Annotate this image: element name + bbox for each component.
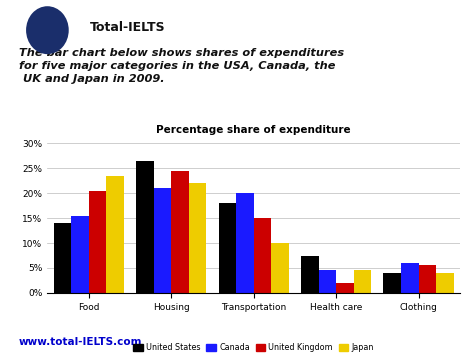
Bar: [419, 266, 436, 293]
Bar: [154, 188, 171, 293]
Bar: [171, 171, 189, 293]
Bar: [436, 273, 454, 293]
Text: The bar chart below shows shares of expenditures
for five major categories in th: The bar chart below shows shares of expe…: [19, 48, 344, 84]
Bar: [319, 271, 336, 293]
Text: —: —: [43, 32, 52, 41]
Title: Percentage share of expenditure: Percentage share of expenditure: [156, 125, 351, 135]
Text: www.total-IELTS.com: www.total-IELTS.com: [19, 337, 143, 346]
Bar: [54, 223, 71, 293]
Bar: [106, 176, 124, 293]
Bar: [219, 203, 236, 293]
Bar: [236, 193, 254, 293]
Bar: [383, 273, 401, 293]
Bar: [401, 263, 419, 293]
Bar: [189, 183, 206, 293]
Bar: [71, 216, 89, 293]
Bar: [136, 161, 154, 293]
Bar: [271, 243, 289, 293]
Bar: [336, 283, 354, 293]
Bar: [254, 218, 271, 293]
Text: T-I: T-I: [40, 22, 55, 32]
Bar: [354, 271, 371, 293]
Bar: [89, 191, 106, 293]
Bar: [301, 256, 319, 293]
Text: Total-IELTS: Total-IELTS: [90, 21, 166, 34]
Legend: United States, Canada, United Kingdom, Japan: United States, Canada, United Kingdom, J…: [130, 340, 377, 355]
